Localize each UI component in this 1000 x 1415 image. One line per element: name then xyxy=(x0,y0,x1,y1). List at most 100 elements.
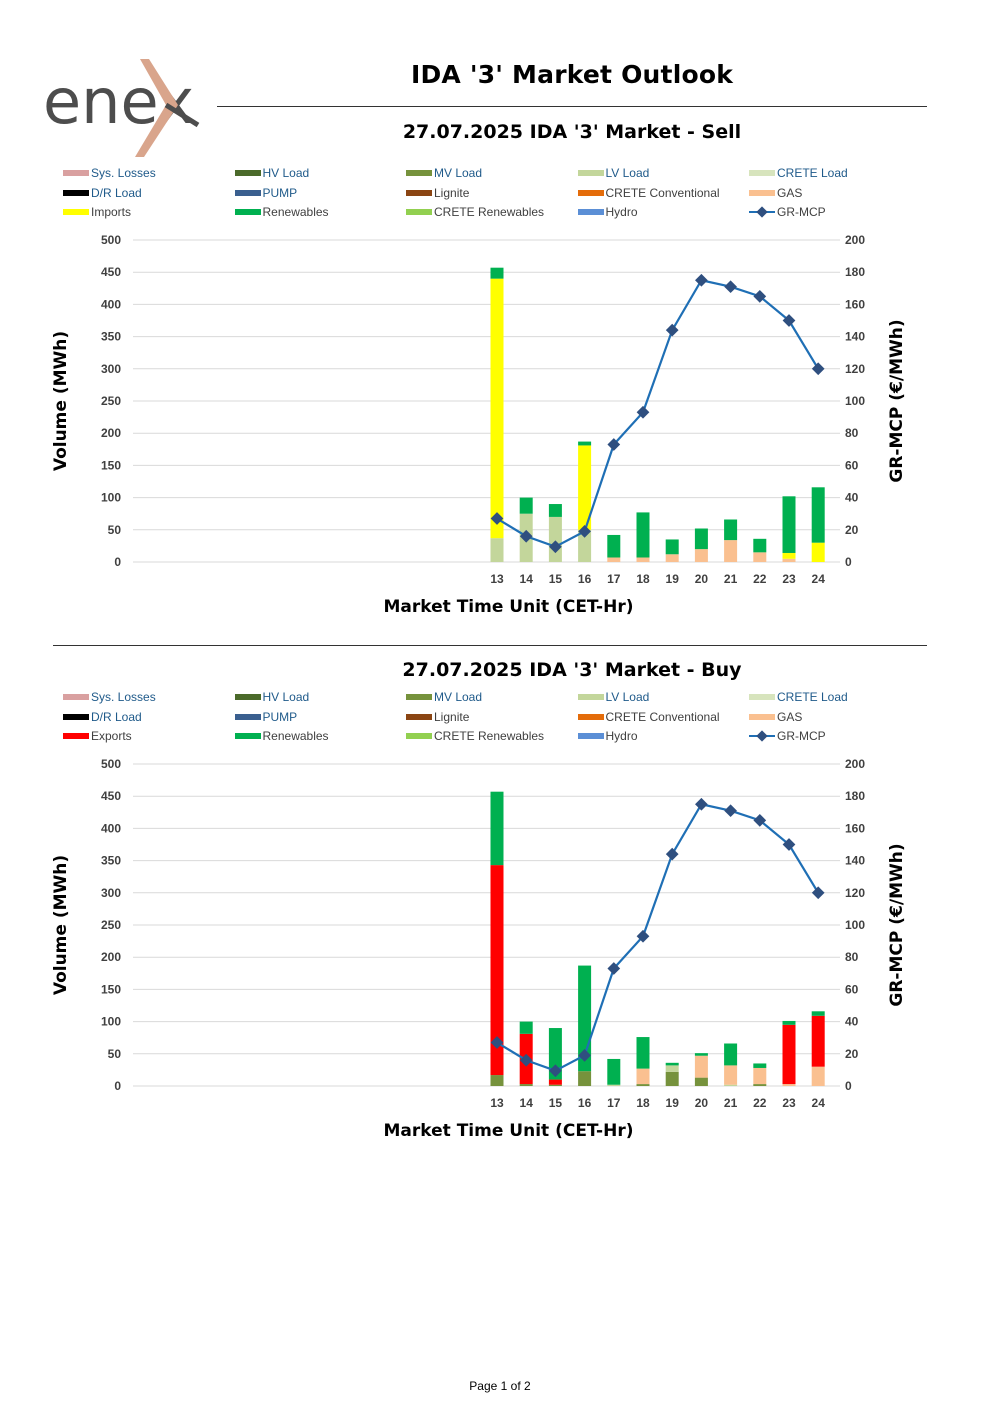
y2-tick-label: 20 xyxy=(845,1047,859,1061)
y2-tick-label: 40 xyxy=(845,1015,859,1029)
x-tick-label: 14 xyxy=(520,572,534,586)
gr-mcp-point xyxy=(490,512,504,525)
bar-lv-load xyxy=(578,529,592,562)
legend-swatch xyxy=(406,713,432,720)
legend-swatch xyxy=(63,170,89,176)
bar-renewables xyxy=(519,497,533,514)
legend-swatch xyxy=(63,209,89,215)
bar-renewables xyxy=(548,1028,562,1080)
bar-gas xyxy=(665,554,679,562)
gr-mcp-point xyxy=(811,362,825,376)
legend-label: Sys. Losses xyxy=(91,166,156,180)
title-divider xyxy=(217,106,927,107)
legend-label: Lignite xyxy=(434,709,470,724)
legend-line-marker-icon xyxy=(749,206,775,218)
bar-gas xyxy=(607,557,621,562)
legend-swatch xyxy=(406,189,432,196)
legend-label: GR-MCP xyxy=(777,205,826,219)
x-axis-title: Market Time Unit (CET-Hr) xyxy=(384,1121,634,1141)
legend-swatch xyxy=(577,733,604,739)
y2-tick-label: 140 xyxy=(845,854,865,868)
y-tick-label: 100 xyxy=(101,1015,121,1029)
x-tick-label: 23 xyxy=(782,572,796,586)
y2-tick-label: 0 xyxy=(845,555,852,569)
y-tick-label: 450 xyxy=(101,265,121,279)
y2-tick-label: 200 xyxy=(845,233,865,247)
y2-tick-label: 60 xyxy=(845,458,859,472)
y2-tick-label: 40 xyxy=(845,491,859,505)
bar-renewables xyxy=(548,504,562,517)
gr-mcp-point xyxy=(665,323,679,337)
y2-tick-label: 140 xyxy=(845,330,865,344)
bar-renewables xyxy=(607,534,621,558)
legend-swatch xyxy=(406,733,432,739)
y-tick-label: 150 xyxy=(101,982,121,996)
y2-tick-label: 120 xyxy=(845,362,865,376)
y-axis-title: Volume (MWh) xyxy=(51,331,71,471)
y-tick-label: 300 xyxy=(101,362,121,376)
x-tick-label: 19 xyxy=(666,572,680,586)
y2-tick-label: 160 xyxy=(845,821,865,835)
buy-chart-title: 27.07.2025 IDA '3' Market - Buy xyxy=(402,659,742,681)
bar-lv-load xyxy=(665,1065,679,1072)
x-tick-label: 22 xyxy=(753,572,767,586)
bar-imports xyxy=(490,278,504,539)
bar-renewables xyxy=(811,487,825,543)
y-tick-label: 0 xyxy=(114,555,121,569)
legend-swatch xyxy=(577,189,604,196)
x-tick-label: 17 xyxy=(607,1096,621,1110)
y2-tick-label: 60 xyxy=(845,982,859,996)
bar-lv-load xyxy=(724,1084,738,1086)
x-tick-label: 16 xyxy=(578,1096,592,1110)
sell-chart-legend: Sys. Losses HV Load MV Load LV Load CRETE Lo… xyxy=(63,165,943,225)
legend-swatch xyxy=(577,713,604,720)
legend-label: HV Load xyxy=(262,166,310,180)
legend-label: MV Load xyxy=(434,690,483,704)
bar-mv-load xyxy=(519,1084,533,1086)
buy-chart: 500 200 450 180 400 160 350 140 300 120 250 100 200 8… xyxy=(45,752,925,1142)
bar-mv-load xyxy=(578,1071,592,1086)
bar-gas xyxy=(782,558,796,562)
sell-chart: 500 200 450 180 400 160 350 140 300 120 250 100 200 8… xyxy=(45,228,925,618)
legend-label: Hydro xyxy=(605,205,638,219)
bar-renewables xyxy=(753,538,767,553)
legend-swatch xyxy=(749,694,775,700)
legend-line-marker-icon xyxy=(749,730,775,742)
gr-mcp-line xyxy=(496,279,820,548)
bar-renewables xyxy=(519,1021,533,1034)
bar-imports xyxy=(578,445,592,530)
bar-gas xyxy=(694,1055,708,1078)
legend-swatch xyxy=(234,189,261,196)
bar-mv-load xyxy=(548,1084,562,1086)
legend-swatch xyxy=(63,733,89,739)
x-tick-label: 24 xyxy=(812,572,826,586)
gr-mcp-point xyxy=(724,280,737,294)
bar-renewables xyxy=(724,519,738,541)
y2-tick-label: 80 xyxy=(845,950,859,964)
y-tick-label: 150 xyxy=(101,458,121,472)
x-tick-label: 17 xyxy=(607,572,621,586)
bar-imports xyxy=(782,552,796,559)
y-tick-label: 200 xyxy=(101,950,121,964)
x-tick-label: 21 xyxy=(724,1096,738,1110)
bar-mv-load xyxy=(753,1084,767,1086)
gr-mcp-point xyxy=(549,540,562,554)
legend-label: CRETE Conventional xyxy=(605,709,720,724)
legend-label: GAS xyxy=(777,709,803,724)
legend-label: Renewables xyxy=(262,205,329,219)
y-tick-label: 500 xyxy=(101,233,121,247)
page-number: Page 1 of 2 xyxy=(469,1379,531,1393)
x-tick-label: 20 xyxy=(695,1096,709,1110)
bar-imports xyxy=(811,542,825,562)
y2-tick-label: 160 xyxy=(845,297,865,311)
legend-label: CRETE Load xyxy=(777,690,848,704)
bar-renewables xyxy=(694,528,708,550)
legend-label: HV Load xyxy=(262,690,310,704)
y2-tick-label: 100 xyxy=(845,918,865,932)
y-tick-label: 450 xyxy=(101,789,121,803)
y-tick-label: 100 xyxy=(101,491,121,505)
bar-renewables xyxy=(665,539,679,555)
bar-renewables xyxy=(665,1062,679,1066)
y-tick-label: 50 xyxy=(108,523,122,537)
